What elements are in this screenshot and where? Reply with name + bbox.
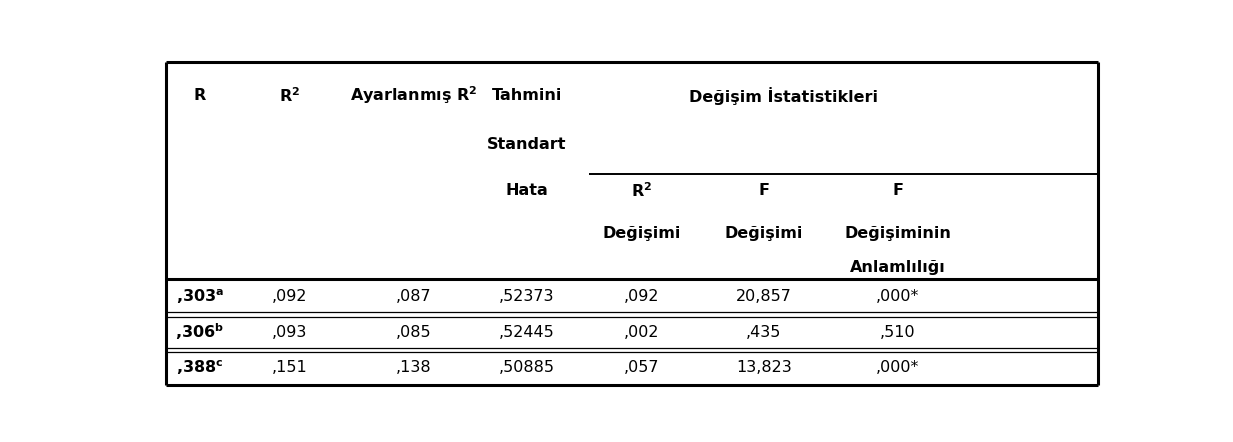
- Text: Standart: Standart: [487, 137, 566, 152]
- Text: ,092: ,092: [272, 290, 307, 305]
- Text: ,092: ,092: [624, 290, 660, 305]
- Text: F: F: [758, 183, 769, 198]
- Text: Hata: Hata: [506, 183, 549, 198]
- Text: ,151: ,151: [272, 360, 308, 375]
- Text: ,303$^{\mathbf{a}}$: ,303$^{\mathbf{a}}$: [176, 288, 224, 306]
- Text: ,057: ,057: [624, 360, 660, 375]
- Text: Değişimi: Değişimi: [725, 226, 803, 241]
- Text: 13,823: 13,823: [736, 360, 792, 375]
- Text: F: F: [891, 183, 903, 198]
- Text: ,000*: ,000*: [875, 360, 920, 375]
- Text: ,306$^{\mathbf{b}}$: ,306$^{\mathbf{b}}$: [175, 322, 224, 343]
- Text: R$^{\mathbf{2}}$: R$^{\mathbf{2}}$: [631, 182, 652, 200]
- Text: ,093: ,093: [272, 324, 307, 339]
- Text: Ayarlanmış R$^{\mathbf{2}}$: Ayarlanmış R$^{\mathbf{2}}$: [350, 85, 478, 107]
- Text: ,002: ,002: [624, 324, 660, 339]
- Text: Değişiminin: Değişiminin: [845, 226, 951, 241]
- Text: 20,857: 20,857: [736, 290, 792, 305]
- Text: ,52445: ,52445: [499, 324, 555, 339]
- Text: ,435: ,435: [746, 324, 782, 339]
- Text: Değişim İstatistikleri: Değişim İstatistikleri: [689, 87, 878, 105]
- Text: ,52373: ,52373: [499, 290, 555, 305]
- Text: ,510: ,510: [880, 324, 915, 339]
- Text: R$^{\mathbf{2}}$: R$^{\mathbf{2}}$: [279, 86, 301, 105]
- Text: Tahmini: Tahmini: [492, 88, 562, 103]
- Text: ,087: ,087: [396, 290, 432, 305]
- Text: ,50885: ,50885: [499, 360, 555, 375]
- Text: Anlamlılığı: Anlamlılığı: [850, 260, 946, 275]
- Text: ,000*: ,000*: [875, 290, 920, 305]
- Text: R: R: [194, 88, 206, 103]
- Text: ,388$^{\mathbf{c}}$: ,388$^{\mathbf{c}}$: [176, 358, 223, 377]
- Text: Değişimi: Değişimi: [602, 226, 681, 241]
- Text: ,138: ,138: [396, 360, 432, 375]
- Text: ,085: ,085: [396, 324, 432, 339]
